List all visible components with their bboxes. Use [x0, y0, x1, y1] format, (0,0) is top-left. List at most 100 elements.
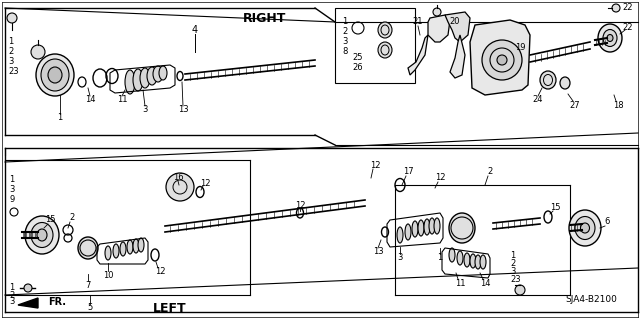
Text: 2: 2: [342, 27, 348, 36]
Ellipse shape: [37, 229, 47, 241]
Text: 12: 12: [155, 268, 165, 277]
Polygon shape: [18, 298, 38, 308]
Text: 1: 1: [8, 38, 13, 47]
Text: 8: 8: [342, 48, 348, 56]
Ellipse shape: [138, 238, 144, 252]
Text: 14: 14: [84, 95, 95, 105]
Text: 12: 12: [200, 179, 211, 188]
Ellipse shape: [48, 67, 62, 83]
Text: 3: 3: [9, 298, 14, 307]
Text: 7: 7: [85, 280, 91, 290]
Ellipse shape: [475, 255, 481, 269]
Text: 4: 4: [192, 25, 198, 35]
Circle shape: [482, 40, 522, 80]
Text: 2: 2: [8, 48, 13, 56]
Ellipse shape: [449, 248, 455, 262]
Circle shape: [7, 13, 17, 23]
Circle shape: [497, 55, 507, 65]
Text: 13: 13: [178, 106, 188, 115]
Text: 1: 1: [437, 254, 443, 263]
Text: 3: 3: [397, 254, 403, 263]
Ellipse shape: [378, 42, 392, 58]
Ellipse shape: [598, 24, 622, 52]
Text: 25: 25: [352, 54, 362, 63]
Text: 23: 23: [8, 68, 19, 77]
Ellipse shape: [470, 254, 476, 268]
Ellipse shape: [412, 221, 418, 237]
Text: 21: 21: [413, 18, 423, 26]
Text: 20: 20: [450, 18, 460, 26]
Ellipse shape: [464, 253, 470, 267]
Circle shape: [612, 4, 620, 12]
Text: 1: 1: [9, 175, 14, 184]
Ellipse shape: [418, 220, 424, 236]
Text: 15: 15: [45, 216, 55, 225]
Ellipse shape: [153, 66, 163, 82]
Circle shape: [24, 284, 32, 292]
Text: 22: 22: [623, 24, 633, 33]
Ellipse shape: [113, 244, 119, 258]
Text: 23: 23: [510, 275, 520, 284]
Text: 3: 3: [510, 266, 515, 276]
Ellipse shape: [560, 77, 570, 89]
Text: 14: 14: [480, 278, 490, 287]
Ellipse shape: [457, 251, 463, 265]
Text: 12: 12: [370, 160, 380, 169]
Text: 2: 2: [488, 167, 493, 176]
Ellipse shape: [449, 213, 475, 243]
Text: 11: 11: [455, 278, 465, 287]
Ellipse shape: [580, 223, 589, 233]
Ellipse shape: [569, 210, 601, 246]
Ellipse shape: [140, 68, 150, 88]
Circle shape: [31, 45, 45, 59]
Text: 18: 18: [612, 100, 623, 109]
Ellipse shape: [429, 218, 435, 234]
Text: 3: 3: [142, 106, 148, 115]
Text: 13: 13: [372, 248, 383, 256]
Text: 5: 5: [88, 303, 93, 313]
Ellipse shape: [378, 22, 392, 38]
Ellipse shape: [603, 29, 617, 47]
Text: 24: 24: [532, 95, 543, 105]
Ellipse shape: [120, 242, 126, 256]
Text: 9: 9: [9, 196, 14, 204]
Text: 16: 16: [173, 173, 183, 182]
Ellipse shape: [607, 34, 613, 41]
Ellipse shape: [41, 59, 69, 91]
Ellipse shape: [36, 54, 74, 96]
Ellipse shape: [575, 217, 595, 240]
Text: SJA4-B2100: SJA4-B2100: [565, 295, 617, 305]
Text: 1: 1: [342, 18, 348, 26]
Bar: [335, 8, 415, 83]
Text: 6: 6: [604, 218, 610, 226]
Text: 1: 1: [510, 250, 515, 259]
Text: 1: 1: [58, 114, 63, 122]
Text: 1: 1: [9, 284, 14, 293]
Circle shape: [166, 173, 194, 201]
Text: 15: 15: [550, 203, 560, 211]
Text: 22: 22: [622, 4, 632, 12]
Text: 26: 26: [352, 63, 363, 72]
Text: 11: 11: [116, 95, 127, 105]
Polygon shape: [428, 15, 450, 42]
Ellipse shape: [133, 239, 139, 253]
Text: 10: 10: [103, 271, 113, 279]
Text: 3: 3: [9, 186, 14, 195]
Ellipse shape: [434, 218, 440, 234]
Text: 3: 3: [8, 57, 13, 66]
Ellipse shape: [147, 67, 157, 85]
Text: 2: 2: [9, 291, 14, 300]
Circle shape: [433, 8, 441, 16]
Ellipse shape: [480, 255, 486, 269]
Polygon shape: [445, 12, 470, 42]
Ellipse shape: [397, 227, 403, 243]
Ellipse shape: [133, 69, 143, 91]
Circle shape: [515, 285, 525, 295]
Text: RIGHT: RIGHT: [243, 11, 287, 25]
Text: LEFT: LEFT: [153, 301, 187, 315]
Ellipse shape: [159, 66, 167, 80]
Polygon shape: [408, 35, 428, 75]
Text: 12: 12: [435, 174, 445, 182]
Polygon shape: [450, 35, 465, 78]
Ellipse shape: [540, 71, 556, 89]
